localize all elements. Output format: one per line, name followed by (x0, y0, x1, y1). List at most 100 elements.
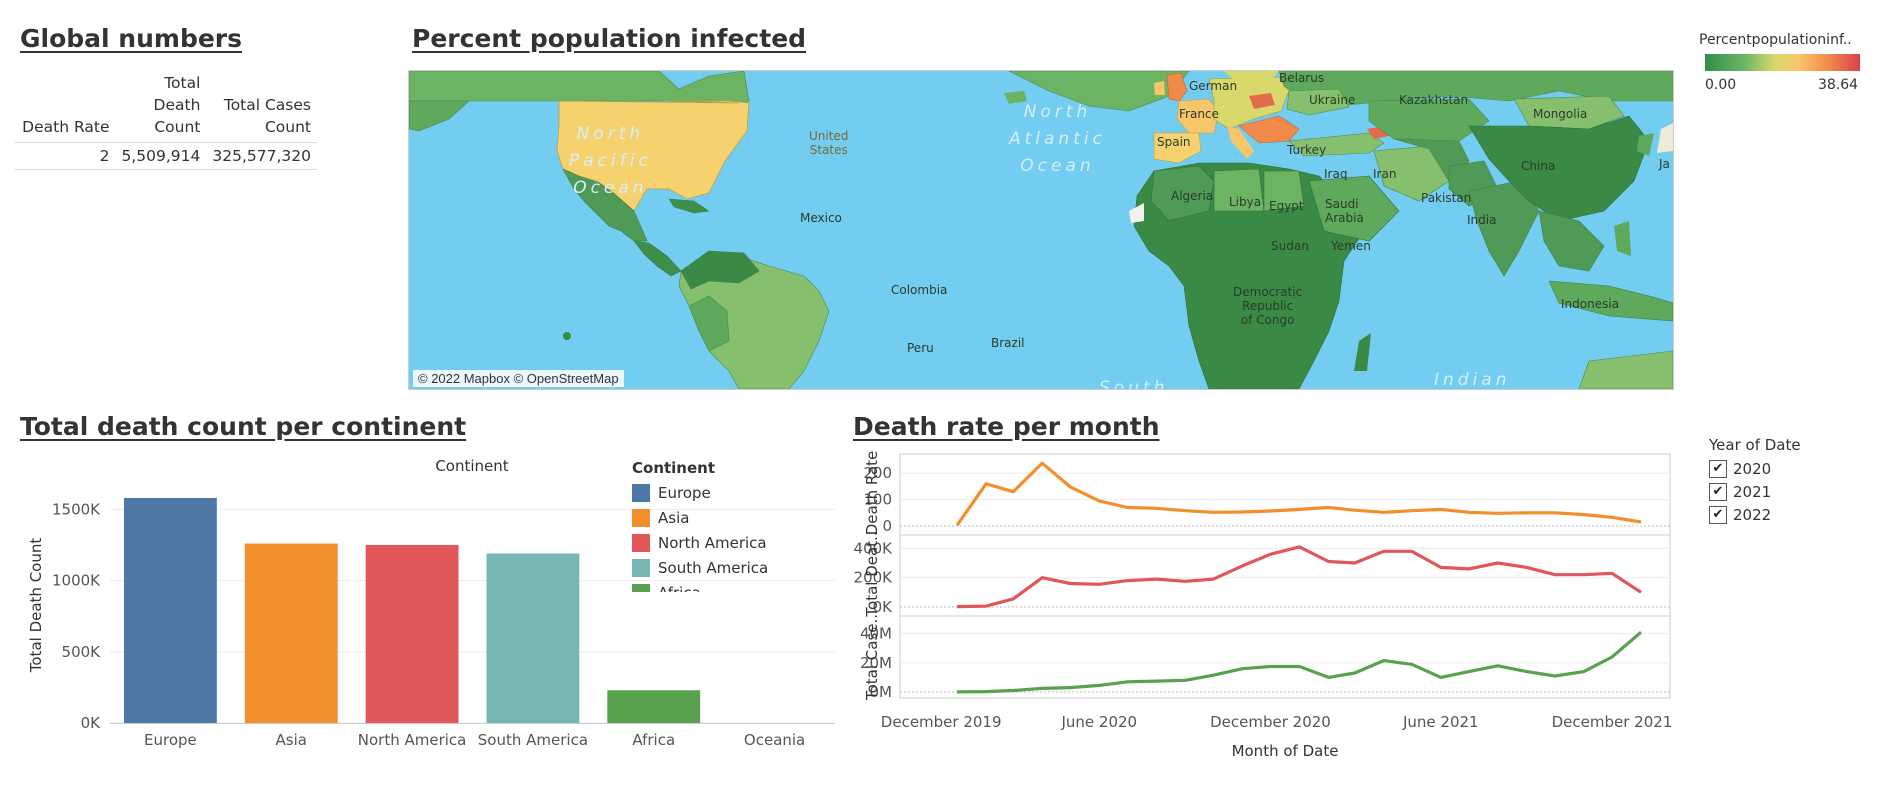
line-y-axis-label: Death Rate (863, 451, 881, 536)
map-region-egypt (1263, 170, 1305, 212)
country-label-algeria: Algeria (1171, 189, 1214, 203)
year-filter-item-2022[interactable]: ✔ 2022 (1709, 503, 1771, 526)
line-y-tick-label: 0 (882, 517, 892, 535)
legend-item-asia[interactable]: Asia (632, 505, 832, 530)
year-filter[interactable]: ✔ 2020 ✔ 2021 ✔ 2022 (1709, 457, 1771, 526)
map-region-colombia-venezuela (680, 250, 760, 290)
country-label-spain: Spain (1157, 135, 1191, 149)
bar-asia[interactable] (244, 543, 338, 723)
global-numbers-header-row: Death Rate Total Death Count Total Cases… (15, 70, 317, 143)
country-label-iran: Iran (1373, 167, 1397, 181)
country-label-iraq: Iraq (1324, 167, 1348, 181)
line-y-tick-label: 200 (863, 464, 892, 482)
bar-south-america[interactable] (486, 553, 580, 723)
map-region-iran (1373, 145, 1450, 202)
legend-swatch (632, 583, 650, 592)
map-legend-color-ramp (1705, 54, 1860, 71)
legend-item-europe[interactable]: Europe (632, 480, 832, 505)
country-label-brazil: Brazil (991, 336, 1025, 350)
map-region-philippines (1614, 221, 1631, 256)
map-region-madagascar (1354, 333, 1371, 371)
country-label-drc: Democratic Republic of Congo (1233, 285, 1303, 327)
bar-north-america[interactable] (365, 544, 459, 723)
global-numbers-table: Death Rate Total Death Count Total Cases… (15, 70, 317, 170)
death-rate-value: 2 (15, 142, 116, 170)
bar-chart[interactable]: Continent 0K 500K 1000K 1500K Total Death Cou… (0, 440, 840, 780)
line-chart-frame (899, 453, 1671, 699)
bar-legend-title: Continent (632, 459, 716, 477)
map-region-peru (688, 295, 730, 352)
map-region-ireland (1154, 81, 1165, 95)
map-region-hawaii (563, 332, 571, 340)
year-filter-item-2020[interactable]: ✔ 2020 (1709, 457, 1771, 480)
checkbox-2020[interactable]: ✔ (1709, 459, 1727, 478)
map-region-mongolia (1513, 95, 1625, 130)
legend-label: Asia (658, 508, 690, 527)
map-legend-min: 0.00 (1705, 77, 1737, 93)
bar-africa[interactable] (607, 690, 701, 723)
total-death-count-value: 5,509,914 (115, 142, 207, 170)
legend-item-north-america[interactable]: North America (632, 530, 832, 555)
map-region-balkans (1238, 115, 1300, 144)
country-label-belarus: Belarus (1279, 71, 1325, 85)
map-attribution[interactable]: © 2022 Mapbox © OpenStreetMap (413, 370, 624, 387)
line-x-tick-label: December 2019 (881, 713, 1002, 731)
series-line-death-rate[interactable] (955, 461, 1642, 527)
legend-swatch (632, 533, 650, 552)
bar-legend[interactable]: Europe Asia North America South America Afri… (632, 480, 832, 592)
country-label-india: India (1467, 213, 1497, 227)
line-y-tick-label: 100 (863, 491, 892, 509)
checkbox-2021[interactable]: ✔ (1709, 482, 1727, 501)
world-map-canvas[interactable] (409, 71, 1673, 389)
map-region-australia (1578, 350, 1673, 389)
legend-label: Europe (658, 483, 711, 502)
year-label-2020: 2020 (1733, 459, 1772, 478)
year-filter-item-2021[interactable]: ✔ 2021 (1709, 480, 1771, 503)
country-label-united-states: United States (809, 129, 849, 157)
country-label-japan: Ja (1659, 157, 1670, 171)
legend-item-africa[interactable]: Africa (632, 580, 832, 592)
map-region-algeria (1150, 165, 1215, 222)
country-label-saudi-arabia: Saudi Arabia (1325, 197, 1364, 225)
year-label-2021: 2021 (1733, 482, 1772, 501)
death-rate-header: Death Rate (22, 118, 110, 136)
line-x-tick-label: December 2020 (1210, 713, 1331, 731)
line-x-tick-label: June 2020 (1060, 713, 1137, 731)
country-label-mongolia: Mongolia (1533, 107, 1588, 121)
bar-chart-header: Continent (435, 457, 508, 475)
map-region-turkey (1288, 132, 1385, 157)
bar-europe[interactable] (124, 497, 217, 723)
bar-x-tick-label: Europe (144, 731, 197, 749)
map-region-indonesia (1548, 280, 1673, 322)
total-cases-count-value: 325,577,320 (206, 142, 317, 170)
map-region-japan (1657, 123, 1673, 153)
world-map[interactable]: North Pacific Ocean North Atlantic Ocean… (408, 70, 1674, 390)
legend-swatch (632, 508, 650, 527)
series-line-total-cases-count[interactable] (957, 630, 1643, 694)
line-chart-title: Death rate per month (853, 412, 1160, 441)
legend-item-south-america[interactable]: South America (632, 555, 832, 580)
legend-swatch (632, 483, 650, 502)
global-numbers-row[interactable]: 2 5,509,914 325,577,320 (15, 142, 317, 170)
country-label-colombia: Colombia (891, 283, 948, 297)
country-label-pakistan: Pakistan (1421, 191, 1472, 205)
country-label-turkey: Turkey (1287, 143, 1327, 157)
global-numbers-title: Global numbers (20, 24, 243, 53)
checkbox-2022[interactable]: ✔ (1709, 505, 1727, 524)
map-region-korea (1637, 133, 1654, 156)
legend-label: North America (658, 533, 767, 552)
map-region-united-states (556, 100, 750, 212)
map-region-alaska (409, 100, 470, 132)
series-line-total-death-count[interactable] (957, 545, 1642, 609)
country-label-france: France (1179, 107, 1219, 121)
total-cases-count-header: Total Cases Count (223, 96, 311, 136)
line-y-tick-label: 0M (870, 683, 893, 701)
bar-x-tick-label: Asia (276, 731, 307, 749)
line-y-axis-label: Total Case.. (863, 614, 881, 701)
line-y-tick-label: 0K (873, 598, 894, 616)
map-title: Percent population infected (412, 24, 807, 53)
map-region-iceland (1004, 91, 1027, 104)
line-y-axis-label: Total Deat.. (863, 531, 881, 617)
line-x-tick-label: June 2021 (1402, 713, 1479, 731)
